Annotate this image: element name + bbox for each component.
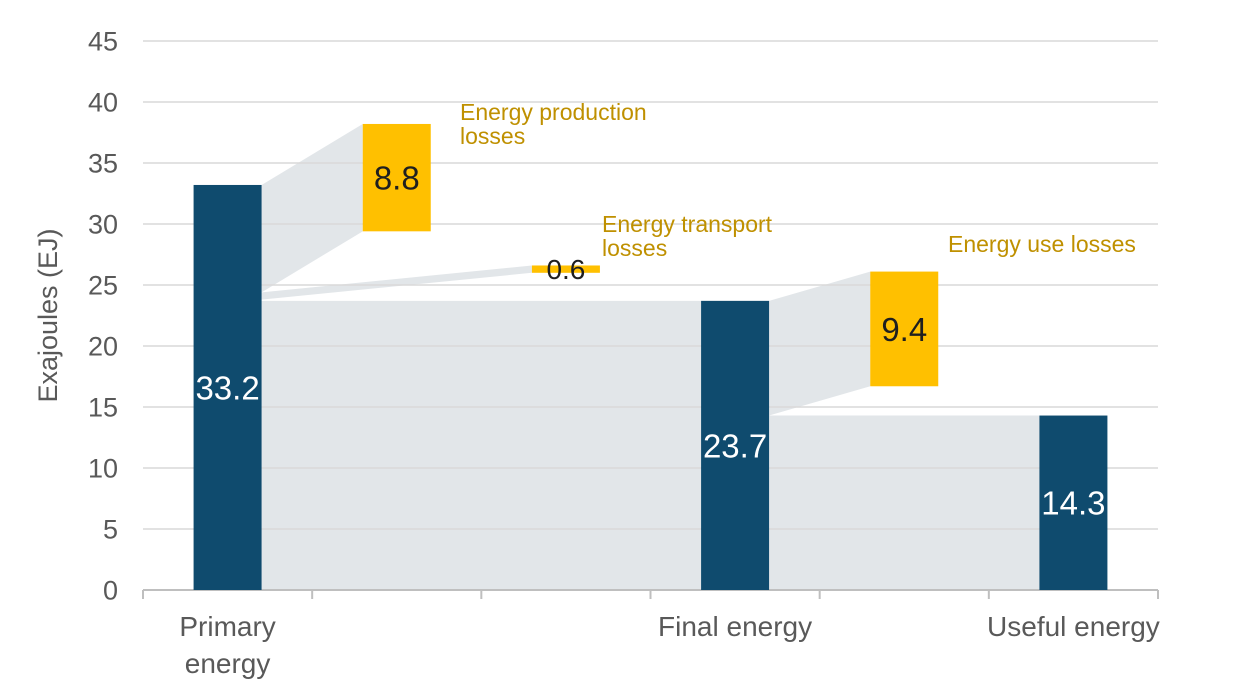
bar-value-label-useful-energy: 14.3	[1041, 485, 1105, 522]
y-axis-title: Exajoules (EJ)	[33, 228, 63, 402]
bar-value-label-energy-transport-losses: 0.6	[546, 254, 585, 285]
bar-primary-energy	[193, 184, 262, 590]
y-tick-label-35: 35	[88, 149, 118, 179]
x-axis-label-primary-energy: energy	[185, 648, 271, 679]
y-tick-label-5: 5	[103, 515, 118, 545]
bar-value-label-energy-production-losses: 8.8	[374, 160, 420, 197]
y-tick-label-20: 20	[88, 332, 118, 362]
flow-band-primary-to-transport-loss	[261, 265, 532, 300]
y-tick-label-40: 40	[88, 88, 118, 118]
y-tick-label-10: 10	[88, 454, 118, 484]
flow-band-primary-to-production-loss	[261, 123, 363, 293]
bar-value-label-final-energy: 23.7	[703, 427, 767, 464]
energy-production-losses-label: losses	[460, 123, 525, 149]
bar-energy-use-losses	[870, 271, 939, 387]
x-axis-label-useful-energy: Useful energy	[987, 611, 1160, 642]
bar-useful-energy	[1039, 415, 1108, 590]
bar-energy-production-losses	[362, 123, 431, 232]
y-tick-label-45: 45	[88, 27, 118, 57]
flow-band-final-to-useful	[769, 415, 1040, 590]
y-tick-label-15: 15	[88, 393, 118, 423]
x-axis-label-primary-energy: Primary	[179, 611, 275, 642]
energy-use-losses-label: Energy use losses	[948, 231, 1136, 257]
bar-value-label-primary-energy: 33.2	[195, 369, 259, 406]
bar-energy-transport-losses	[531, 265, 600, 273]
energy-transport-losses-label: Energy transport	[602, 211, 773, 237]
bar-value-label-energy-use-losses: 9.4	[881, 311, 927, 348]
x-axis-label-final-energy: Final energy	[658, 611, 812, 642]
flow-band-final-to-use-loss	[769, 271, 871, 416]
y-tick-label-30: 30	[88, 210, 118, 240]
bar-final-energy	[701, 300, 770, 590]
energy-production-losses-label: Energy production	[460, 99, 647, 125]
energy-transport-losses-label: losses	[602, 235, 667, 261]
y-tick-label-25: 25	[88, 271, 118, 301]
y-tick-label-0: 0	[103, 576, 118, 606]
flow-band-primary-to-final	[261, 300, 702, 590]
